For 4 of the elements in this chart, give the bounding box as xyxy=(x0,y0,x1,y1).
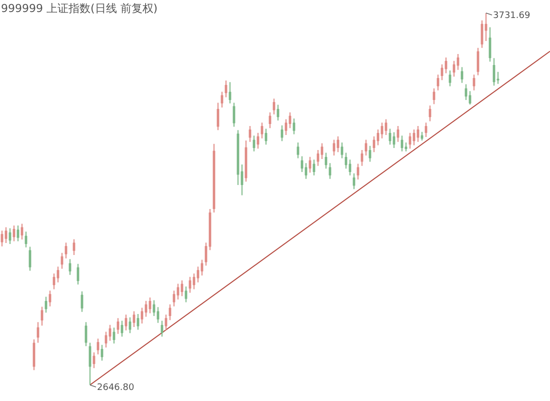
annotation: 3731.69 xyxy=(493,11,530,21)
annotation: 2646.80 xyxy=(97,383,134,393)
candlestick xyxy=(496,71,500,84)
chart-title: 999999 上证指数(日线 前复权) xyxy=(1,2,158,15)
